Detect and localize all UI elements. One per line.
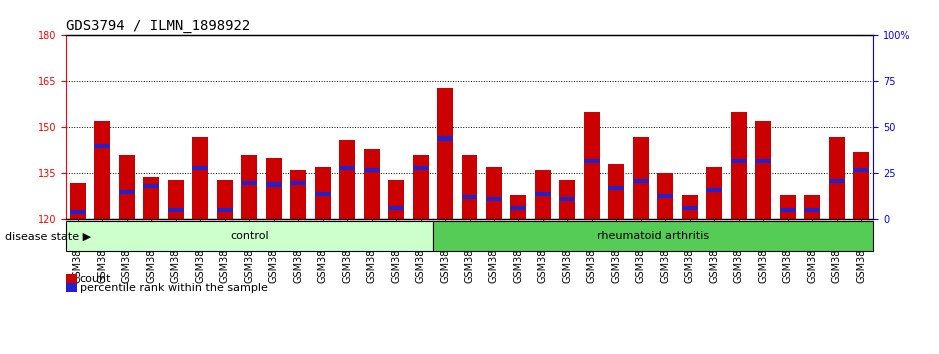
Bar	[363, 149, 379, 219]
Bar	[511, 206, 527, 211]
Bar	[339, 166, 355, 170]
Bar	[560, 179, 576, 219]
Bar	[290, 170, 306, 219]
Bar	[412, 166, 428, 170]
Text: control: control	[230, 231, 269, 241]
Bar	[584, 112, 600, 219]
Text: percentile rank within the sample: percentile rank within the sample	[80, 283, 268, 293]
Text: disease state ▶: disease state ▶	[5, 231, 91, 241]
Bar	[535, 192, 551, 196]
Text: rheumatoid arthritis: rheumatoid arthritis	[597, 231, 709, 241]
Bar	[412, 155, 428, 219]
Bar	[95, 144, 111, 148]
Bar	[290, 181, 306, 185]
Bar	[608, 186, 624, 190]
Bar	[95, 121, 111, 219]
Bar	[462, 195, 477, 199]
Bar	[241, 181, 257, 185]
Bar	[192, 137, 208, 219]
Bar	[437, 136, 453, 141]
Bar	[388, 179, 404, 219]
Bar	[828, 137, 844, 219]
Bar	[144, 177, 160, 219]
Bar	[828, 179, 844, 183]
Bar	[388, 206, 404, 211]
Bar	[241, 155, 257, 219]
Text: GDS3794 / ILMN_1898922: GDS3794 / ILMN_1898922	[66, 19, 250, 33]
Bar	[192, 166, 208, 170]
Bar	[315, 192, 331, 196]
Bar	[633, 179, 649, 183]
Bar	[633, 137, 649, 219]
Bar	[217, 208, 233, 212]
Bar	[266, 158, 282, 219]
Bar	[266, 182, 282, 187]
Bar	[486, 197, 502, 201]
Bar	[511, 195, 527, 219]
Bar	[144, 184, 160, 188]
Bar	[682, 206, 698, 211]
Bar	[854, 168, 869, 172]
Bar	[168, 208, 184, 212]
Bar	[486, 167, 502, 219]
Bar	[657, 194, 673, 198]
Bar	[731, 112, 747, 219]
Bar	[560, 197, 576, 201]
Bar	[804, 195, 820, 219]
Bar	[608, 164, 624, 219]
Bar	[339, 140, 355, 219]
Bar	[779, 208, 795, 212]
Bar	[755, 121, 771, 219]
Bar	[535, 170, 551, 219]
Bar	[363, 168, 379, 172]
Bar	[706, 188, 722, 192]
Bar	[217, 179, 233, 219]
Bar	[70, 210, 86, 214]
Bar	[119, 190, 135, 194]
Bar	[168, 179, 184, 219]
Bar	[706, 167, 722, 219]
Bar	[70, 183, 86, 219]
Bar	[657, 173, 673, 219]
Bar	[755, 159, 771, 162]
Bar	[682, 195, 698, 219]
Bar	[315, 167, 331, 219]
Bar	[462, 155, 477, 219]
Bar	[804, 208, 820, 212]
Bar	[119, 155, 135, 219]
Bar	[779, 195, 795, 219]
Bar	[854, 152, 869, 219]
Bar	[437, 87, 453, 219]
Text: count: count	[80, 274, 112, 284]
Bar	[584, 159, 600, 162]
Bar	[731, 159, 747, 162]
